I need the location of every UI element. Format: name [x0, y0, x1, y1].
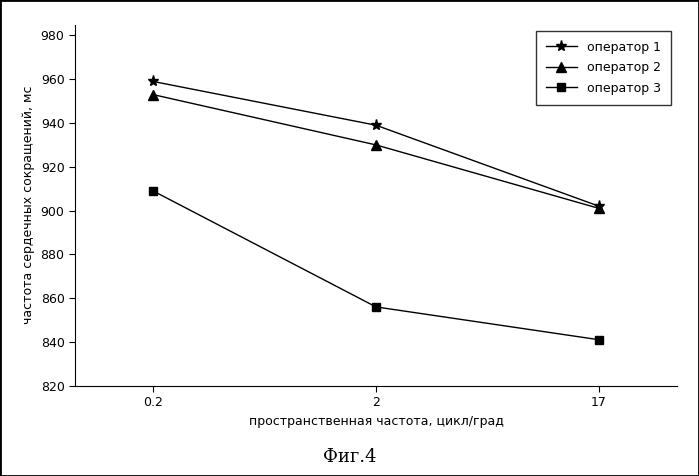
Text: Фиг.4: Фиг.4: [323, 448, 376, 466]
оператор 3: [372, 304, 380, 310]
Line: оператор 1: оператор 1: [147, 76, 605, 212]
оператор 3: [149, 188, 157, 194]
Line: оператор 2: оператор 2: [148, 89, 604, 213]
оператор 2: [372, 142, 380, 148]
Y-axis label: частота сердечных сокращений, мс: частота сердечных сокращений, мс: [22, 86, 35, 324]
Line: оператор 3: оператор 3: [149, 187, 603, 344]
оператор 1: [372, 122, 380, 128]
оператор 1: [149, 79, 157, 84]
оператор 3: [595, 337, 603, 343]
оператор 1: [595, 203, 603, 209]
оператор 2: [149, 92, 157, 98]
оператор 2: [595, 206, 603, 211]
Legend: оператор 1, оператор 2, оператор 3: оператор 1, оператор 2, оператор 3: [535, 31, 671, 105]
X-axis label: пространственная частота, цикл/град: пространственная частота, цикл/град: [249, 415, 503, 427]
